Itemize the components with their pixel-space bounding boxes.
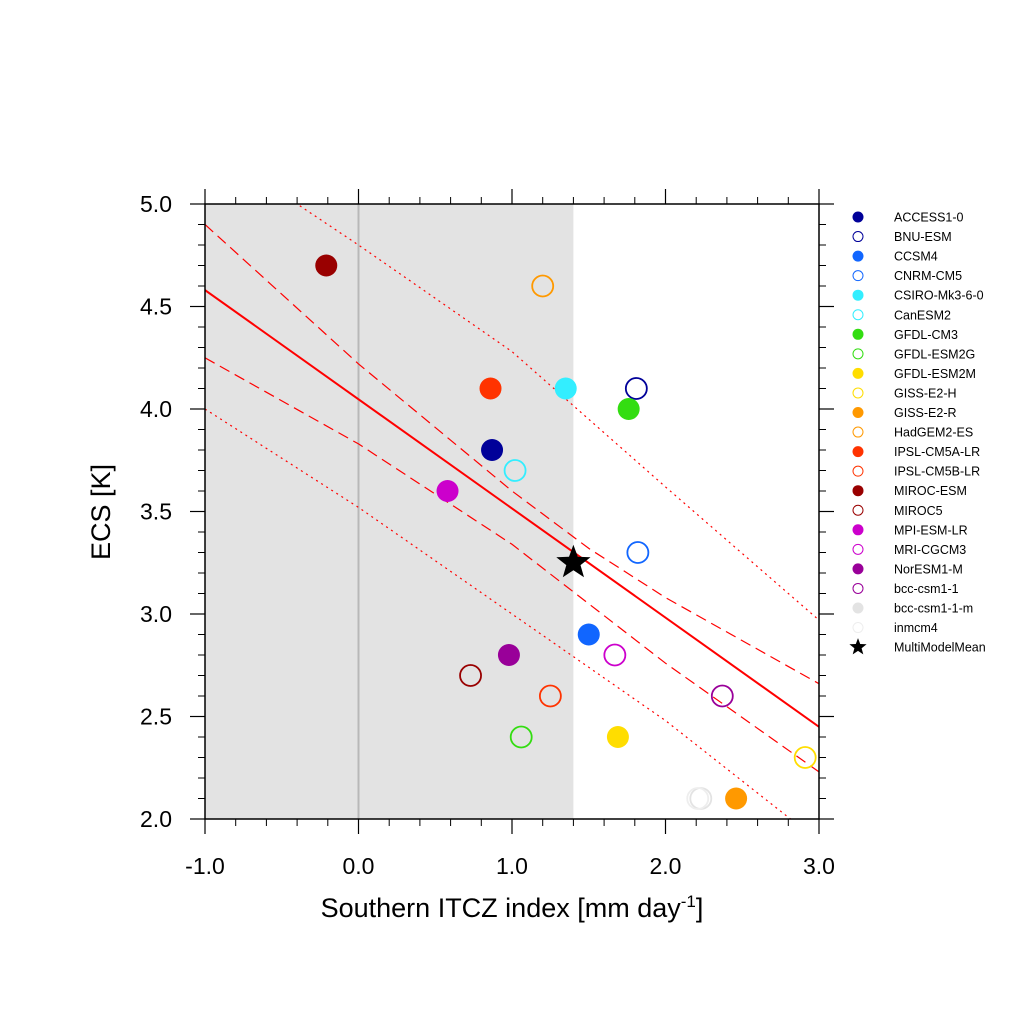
point-ipsl-cm5a-lr: [479, 377, 502, 400]
legend-marker: [852, 485, 864, 497]
point-access1-0: [481, 439, 504, 461]
legend-label: GFDL-ESM2M: [894, 367, 976, 381]
confidence-band-upper: [205, 224, 819, 685]
prediction-band-lower: [205, 408, 792, 819]
x-tick-label: -1.0: [185, 853, 225, 879]
legend-marker: [852, 250, 864, 262]
legend-marker: [852, 309, 864, 321]
legend-marker-star: [849, 638, 867, 655]
point-csiro-mk3-6-0: [554, 377, 577, 400]
x-tick-label: 2.0: [650, 853, 682, 879]
legend-marker: [852, 407, 864, 418]
legend-marker: [852, 387, 864, 399]
y-tick-label: 2.0: [140, 806, 172, 832]
point-hadgem2-es: [531, 274, 555, 298]
legend-marker: [852, 231, 864, 243]
regression-lines: [205, 204, 819, 819]
x-axis-title: Southern ITCZ index [mm day-1]: [321, 892, 704, 923]
point-miroc5: [459, 664, 482, 687]
y-tick-label: 4.5: [140, 294, 172, 320]
legend-label: MIROC5: [894, 504, 943, 518]
legend-label: ACCESS1-0: [894, 211, 964, 225]
x-axis-ticks: -1.0 0.0 1.0 2.0 3.0: [185, 189, 835, 879]
point-mri-cgcm3: [603, 643, 627, 667]
legend-marker: [852, 582, 864, 594]
legend-marker: [852, 367, 864, 379]
legend-marker: [852, 426, 864, 438]
legend-marker: [852, 504, 864, 516]
confidence-band-lower: [205, 357, 819, 773]
legend-label: bcc-csm1-1-m: [894, 602, 973, 616]
point-gfdl-esm2g: [509, 725, 533, 749]
legend-marker: [852, 270, 864, 282]
y-tick-label: 3.5: [140, 499, 172, 525]
point-inmcm4: [686, 787, 710, 810]
legend-label: GFDL-CM3: [894, 328, 958, 342]
model-markers: [315, 254, 817, 810]
legend-label: inmcm4: [894, 621, 938, 635]
legend-marker: [852, 602, 864, 614]
legend-label: MultiModelMean: [894, 641, 986, 655]
legend-label: MPI-ESM-LR: [894, 523, 968, 537]
point-multimodelmean: [556, 544, 591, 578]
regression-fit-line: [205, 289, 819, 728]
legend-marker: [852, 543, 864, 555]
legend-label: MIROC-ESM: [894, 484, 967, 498]
shaded-region: [205, 204, 574, 819]
point-gfdl-cm3: [617, 398, 640, 420]
legend-label: HadGEM2-ES: [894, 426, 973, 440]
y-tick-label: 2.5: [140, 704, 172, 730]
y-tick-label: 3.0: [140, 601, 172, 627]
legend-marker: [852, 289, 864, 301]
point-cnrm-cm5: [626, 541, 650, 564]
legend: ACCESS1-0 BNU-ESM CCSM4 CNRM-CM5 CSIRO-Mk3-6…: [849, 211, 986, 655]
legend-marker: [852, 563, 864, 575]
legend-label: CCSM4: [894, 250, 938, 264]
x-tick-label: 3.0: [803, 853, 835, 879]
point-ipsl-cm5b-lr: [538, 684, 562, 708]
prediction-band-upper: [296, 204, 819, 621]
point-bnu-esm: [624, 377, 648, 400]
legend-marker: [852, 446, 864, 458]
y-tick-label: 4.0: [140, 396, 172, 422]
y-axis-ticks: 2.0 2.5 3.0 3.5 4.0 4.5 5.0: [140, 191, 834, 832]
legend-label: IPSL-CM5B-LR: [894, 465, 980, 479]
x-tick-label: 1.0: [496, 853, 528, 879]
point-canesm2: [503, 459, 527, 482]
point-giss-e2-h: [793, 746, 817, 769]
plot-area: [205, 204, 574, 819]
legend-marker: [852, 622, 864, 634]
point-giss-e2-r: [725, 787, 748, 810]
legend-label: GFDL-ESM2G: [894, 347, 975, 361]
legend-marker: [852, 328, 864, 340]
y-tick-label: 5.0: [140, 191, 172, 217]
legend-label: GISS-E2-H: [894, 386, 957, 400]
legend-marker: [852, 465, 864, 477]
point-gfdl-esm2m: [606, 726, 629, 748]
legend-marker: [852, 211, 864, 223]
point-miroc-esm: [315, 254, 338, 277]
legend-label: bcc-csm1-1: [894, 582, 959, 596]
point-bcc-csm1-1: [710, 684, 734, 708]
legend-label: CNRM-CM5: [894, 269, 962, 283]
legend-label: MRI-CGCM3: [894, 543, 966, 557]
point-mpi-esm-lr: [436, 480, 459, 502]
legend-label: BNU-ESM: [894, 230, 952, 244]
point-ccsm4: [577, 623, 600, 646]
legend-label: IPSL-CM5A-LR: [894, 445, 980, 459]
legend-label: GISS-E2-R: [894, 406, 957, 420]
legend-label: CanESM2: [894, 308, 951, 322]
point-noresm1-m: [497, 644, 520, 666]
legend-label: CSIRO-Mk3-6-0: [894, 289, 984, 303]
legend-marker: [852, 348, 864, 360]
legend-marker: [852, 524, 864, 536]
legend-label: NorESM1-M: [894, 562, 963, 576]
x-tick-label: 0.0: [343, 853, 375, 879]
y-axis-title: ECS [K]: [86, 464, 116, 560]
